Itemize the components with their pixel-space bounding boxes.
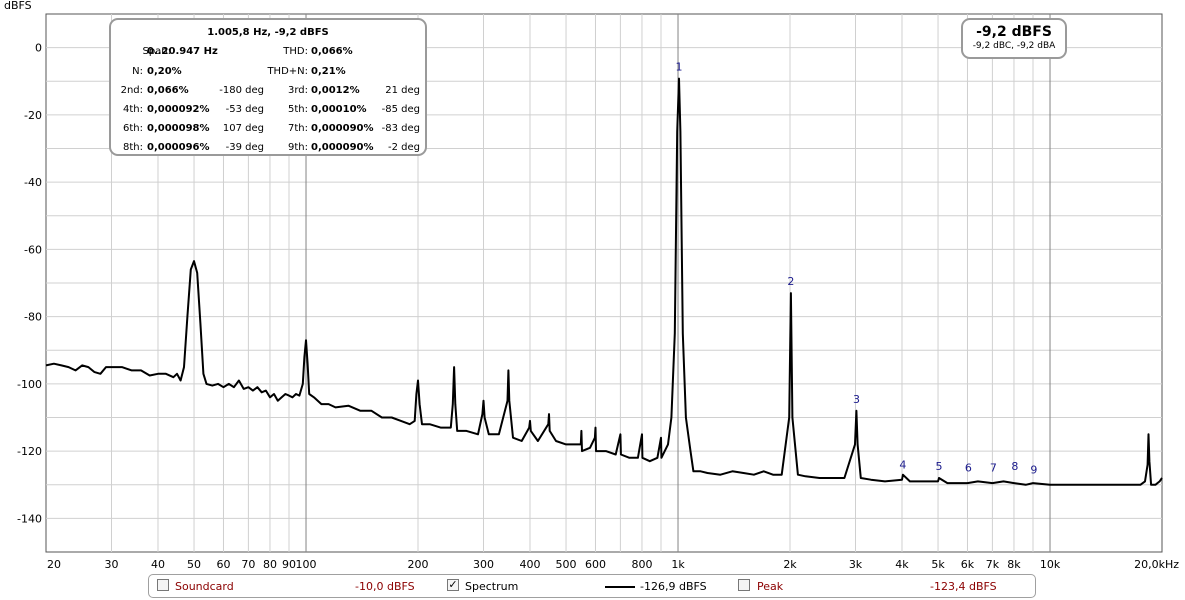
harmonic-value: 0,000090% [311, 123, 374, 134]
harmonic-marker: 6 [965, 462, 972, 475]
peak-label: Peak [757, 580, 784, 593]
y-tick-label: -80 [24, 311, 42, 324]
harmonic-marker: 2 [787, 275, 794, 288]
y-tick-label: -120 [17, 445, 42, 458]
harmonic-phase: -180 deg [219, 85, 264, 96]
harmonic-marker: 7 [990, 462, 997, 475]
harmonic-marker: 4 [899, 458, 906, 471]
thdn-value: 0,21% [311, 66, 346, 77]
y-tick-label: -40 [24, 176, 42, 189]
x-tick-label: 600 [585, 558, 606, 571]
x-tick-label: 60 [216, 558, 230, 571]
x-tick-label: 300 [473, 558, 494, 571]
harmonic-label: 3rd: [287, 85, 308, 96]
harmonic-label: 6th: [123, 123, 143, 134]
x-tick-label: 80 [263, 558, 277, 571]
soundcard-value: -10,0 dBFS [355, 580, 415, 593]
spectrum-value: -126,9 dBFS [640, 580, 707, 593]
harmonic-value: 0,000098% [147, 123, 210, 134]
harmonic-value: 0,000090% [311, 142, 374, 153]
x-tick-label: 100 [296, 558, 317, 571]
x-tick-label: 7k [986, 558, 1000, 571]
x-tick-label: 5k [931, 558, 945, 571]
y-tick-label: -140 [17, 512, 42, 525]
check-icon: ✓ [448, 578, 458, 591]
harmonic-phase: 107 deg [222, 123, 264, 134]
harmonic-phase: -83 deg [381, 123, 420, 134]
span-value: 0..20.947 Hz [147, 46, 218, 57]
stats-panel: 1.005,8 Hz, -9,2 dBFS Span: 0..20.947 Hz… [109, 18, 427, 156]
soundcard-label: Soundcard [175, 580, 234, 593]
harmonic-label: 9th: [288, 142, 308, 153]
spectrum-label: Spectrum [465, 580, 519, 593]
spectrum-line-swatch [605, 586, 635, 588]
harmonic-label: 2nd: [120, 85, 143, 96]
spectrum-checkbox[interactable]: ✓ [447, 579, 459, 591]
x-tick-label: 70 [241, 558, 255, 571]
harmonic-label: 4th: [123, 104, 143, 115]
harmonic-marker: 8 [1011, 460, 1018, 473]
noise-value: 0,20% [147, 66, 182, 77]
level-readout: -9,2 dBFS -9,2 dBC, -9,2 dBA [961, 18, 1067, 59]
thd-value: 0,066% [311, 46, 353, 57]
harmonic-phase: -85 deg [381, 104, 420, 115]
x-tick-label: 2k [783, 558, 797, 571]
x-tick-label: 8k [1007, 558, 1021, 571]
x-tick-label: 1k [671, 558, 685, 571]
harmonic-label: 8th: [123, 142, 143, 153]
harmonic-phase: -39 deg [225, 142, 264, 153]
peak-value: -123,4 dBFS [930, 580, 997, 593]
span-label: Span: [142, 46, 171, 57]
harmonic-value: 0,000092% [147, 104, 210, 115]
x-tick-label: 6k [961, 558, 975, 571]
x-tick-label: 50 [187, 558, 201, 571]
series-group [45, 77, 1163, 486]
harmonic-value: 0,0012% [311, 85, 360, 96]
x-tick-label: 30 [105, 558, 119, 571]
harmonic-value: 0,066% [147, 85, 189, 96]
x-tick-label: 4k [895, 558, 909, 571]
noise-label: N: [132, 66, 143, 77]
x-tick-label: 400 [519, 558, 540, 571]
x-tick-label: 200 [408, 558, 429, 571]
thd-label: THD: [283, 46, 308, 57]
axis-ticks: 0 -20 -40 -60 -80 -100 -120 -140 20 30 40 50 60 70 80 9… [17, 42, 1179, 571]
level-main: -9,2 dBFS [976, 24, 1052, 40]
x-tick-label: 20,0kHz [1134, 558, 1179, 571]
y-tick-label: -100 [17, 378, 42, 391]
soundcard-checkbox[interactable] [157, 579, 169, 591]
harmonic-marker: 9 [1030, 463, 1037, 476]
y-tick-label: 0 [35, 42, 42, 55]
x-tick-label: 40 [151, 558, 165, 571]
x-tick-label: 3k [849, 558, 863, 571]
stats-title: 1.005,8 Hz, -9,2 dBFS [207, 27, 329, 38]
y-tick-label: -60 [24, 243, 42, 256]
x-tick-label: 20 [47, 558, 61, 571]
harmonic-phase: 21 deg [385, 85, 420, 96]
harmonic-phase: -2 deg [388, 142, 420, 153]
harmonic-phase: -53 deg [225, 104, 264, 115]
harmonic-marker: 3 [853, 393, 860, 406]
level-weighted: -9,2 dBC, -9,2 dBA [972, 41, 1056, 51]
harmonic-value: 0,00010% [311, 104, 367, 115]
harmonic-markers: 1 2 3 4 5 6 7 8 9 [675, 61, 1037, 477]
x-tick-label: 90 [282, 558, 296, 571]
peak-checkbox[interactable] [738, 579, 750, 591]
x-tick-label: 10k [1040, 558, 1061, 571]
x-tick-label: 800 [631, 558, 652, 571]
spectrum-trace [45, 77, 1163, 486]
harmonic-label: 5th: [288, 104, 308, 115]
x-tick-label: 500 [556, 558, 577, 571]
y-axis-label: dBFS [4, 0, 32, 12]
harmonic-marker: 5 [935, 460, 942, 473]
harmonic-value: 0,000096% [147, 142, 210, 153]
y-tick-label: -20 [24, 109, 42, 122]
harmonic-label: 7th: [288, 123, 308, 134]
harmonic-marker: 1 [675, 61, 682, 74]
legend-bar: Soundcard -10,0 dBFS ✓ Spectrum -126,9 d… [148, 574, 1036, 598]
thdn-label: THD+N: [267, 66, 308, 77]
